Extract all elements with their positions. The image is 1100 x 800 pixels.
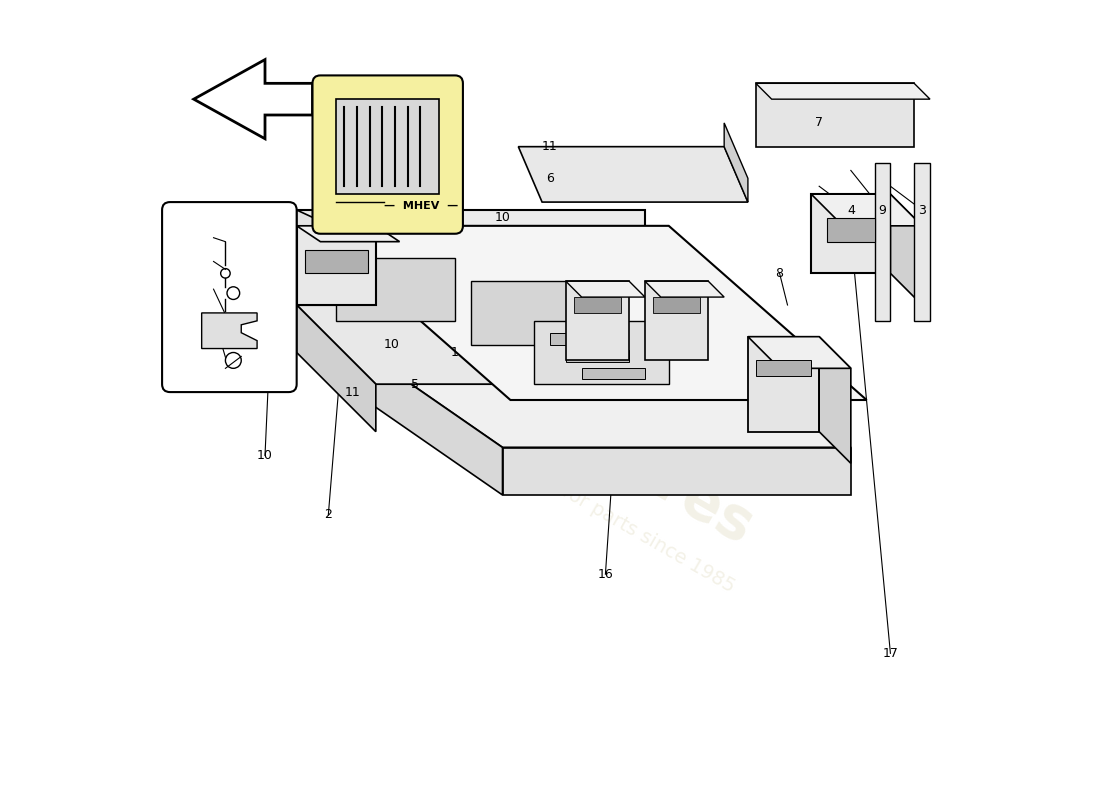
Polygon shape xyxy=(535,321,669,384)
Polygon shape xyxy=(812,194,922,226)
FancyBboxPatch shape xyxy=(312,75,463,234)
Polygon shape xyxy=(756,83,914,146)
Polygon shape xyxy=(337,258,455,321)
Polygon shape xyxy=(914,162,929,321)
Polygon shape xyxy=(653,297,701,313)
Text: 18: 18 xyxy=(392,107,407,120)
Text: —  MHEV  —: — MHEV — xyxy=(384,201,458,211)
Text: 3: 3 xyxy=(918,203,926,217)
Text: 11: 11 xyxy=(542,140,558,153)
Text: 10: 10 xyxy=(384,338,399,351)
Polygon shape xyxy=(297,226,399,242)
Polygon shape xyxy=(297,226,376,305)
Polygon shape xyxy=(297,305,724,384)
Polygon shape xyxy=(297,210,503,353)
Text: 11: 11 xyxy=(344,386,360,398)
Polygon shape xyxy=(297,305,850,447)
Polygon shape xyxy=(201,313,257,349)
Polygon shape xyxy=(503,447,850,495)
Polygon shape xyxy=(305,250,367,274)
Polygon shape xyxy=(574,297,622,313)
Polygon shape xyxy=(748,337,850,368)
Polygon shape xyxy=(471,282,590,345)
Text: 13: 13 xyxy=(190,310,206,323)
Polygon shape xyxy=(874,162,890,321)
Text: 8: 8 xyxy=(776,267,783,280)
Text: eurospares: eurospares xyxy=(416,322,763,557)
Polygon shape xyxy=(645,282,724,297)
Polygon shape xyxy=(812,194,890,274)
Text: 14: 14 xyxy=(190,231,206,244)
Polygon shape xyxy=(645,282,708,361)
FancyBboxPatch shape xyxy=(162,202,297,392)
Polygon shape xyxy=(724,123,748,202)
Polygon shape xyxy=(582,367,645,379)
Text: 9: 9 xyxy=(879,203,887,217)
Polygon shape xyxy=(297,305,376,432)
Polygon shape xyxy=(518,146,748,202)
Text: 1: 1 xyxy=(451,346,459,359)
Text: 17: 17 xyxy=(882,647,899,660)
Text: 16: 16 xyxy=(597,568,614,581)
Polygon shape xyxy=(312,226,867,400)
Text: passion for parts since 1985: passion for parts since 1985 xyxy=(488,442,738,596)
Polygon shape xyxy=(565,282,629,361)
Polygon shape xyxy=(756,83,930,99)
Text: 6: 6 xyxy=(546,172,554,185)
Polygon shape xyxy=(565,350,629,362)
Text: 10: 10 xyxy=(257,449,273,462)
Text: 4: 4 xyxy=(847,203,855,217)
Text: 11: 11 xyxy=(447,219,463,232)
Text: 18: 18 xyxy=(392,109,407,122)
Text: 7: 7 xyxy=(815,117,823,130)
Polygon shape xyxy=(337,99,439,194)
Polygon shape xyxy=(194,59,312,138)
Polygon shape xyxy=(297,210,645,305)
Polygon shape xyxy=(890,194,922,305)
Text: 5: 5 xyxy=(411,378,419,390)
Text: 2: 2 xyxy=(324,508,332,522)
Text: 15: 15 xyxy=(190,255,206,268)
Polygon shape xyxy=(820,337,850,463)
Polygon shape xyxy=(756,361,812,376)
Polygon shape xyxy=(565,282,645,297)
Polygon shape xyxy=(748,337,820,432)
Text: 12: 12 xyxy=(190,282,206,296)
Polygon shape xyxy=(827,218,875,242)
Text: 10: 10 xyxy=(495,211,510,225)
Polygon shape xyxy=(550,333,614,345)
Polygon shape xyxy=(297,305,503,495)
